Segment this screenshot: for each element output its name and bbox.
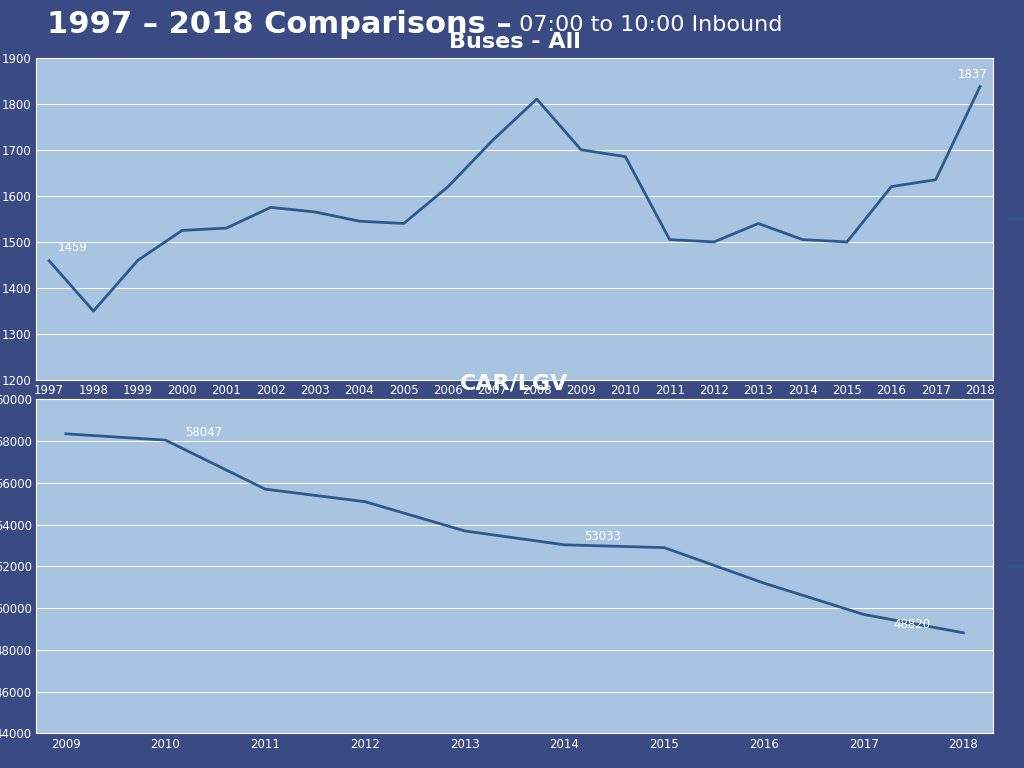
Legend: Buses: Buses xyxy=(1005,207,1024,230)
Text: 1997 – 2018 Comparisons –: 1997 – 2018 Comparisons – xyxy=(47,11,512,39)
Text: 58047: 58047 xyxy=(185,426,222,439)
Text: 48820: 48820 xyxy=(894,618,931,631)
Title: Buses - All: Buses - All xyxy=(449,32,581,52)
Legend: Car/LGV: Car/LGV xyxy=(1005,555,1024,578)
Title: CAR/LGV: CAR/LGV xyxy=(461,374,568,394)
Text: 07:00 to 10:00 Inbound: 07:00 to 10:00 Inbound xyxy=(512,15,782,35)
Text: 1837: 1837 xyxy=(957,68,987,81)
Text: 53033: 53033 xyxy=(585,530,622,543)
Text: 1459: 1459 xyxy=(58,241,88,254)
